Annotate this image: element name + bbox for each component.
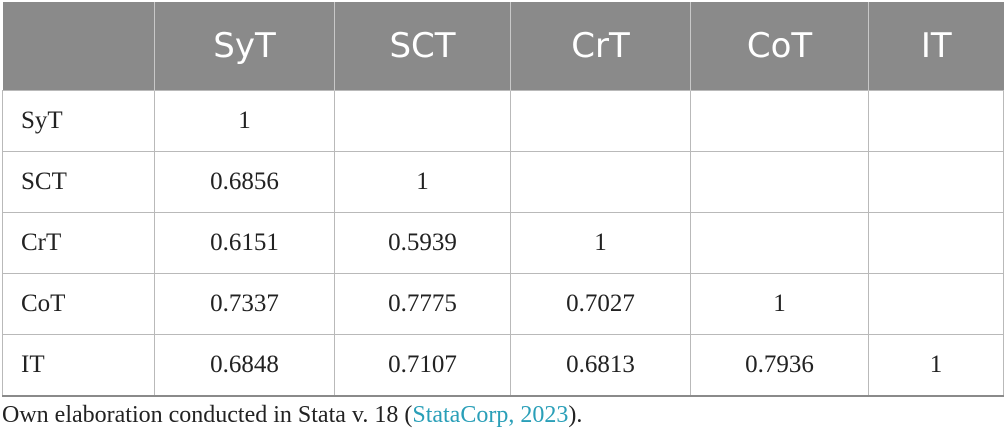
row-label: CoT xyxy=(2,273,155,335)
table-cell xyxy=(690,151,869,213)
table-footnote: Own elaboration conducted in Stata v. 18… xyxy=(2,402,582,429)
table-cell: 1 xyxy=(154,90,335,152)
footnote-suffix: ). xyxy=(568,402,583,428)
table-cell: 0.7775 xyxy=(334,273,511,335)
table-row: SyT 1 xyxy=(2,90,1004,152)
table-cell: 0.7337 xyxy=(154,273,335,335)
table-cell xyxy=(690,212,869,274)
table-cell: 0.7027 xyxy=(510,273,691,335)
table-row: CoT 0.7337 0.7775 0.7027 1 xyxy=(2,273,1004,335)
table-row: IT 0.6848 0.7107 0.6813 0.7936 1 xyxy=(2,334,1004,397)
table-cell xyxy=(510,90,691,152)
table-cell xyxy=(510,151,691,213)
table-cell: 0.5939 xyxy=(334,212,511,274)
correlation-table-container: SyT SCT CrT CoT IT SyT 1 SCT 0.6856 1 xyxy=(2,2,1004,397)
header-syt: SyT xyxy=(154,2,335,91)
table-cell xyxy=(868,273,1004,335)
table-header-row: SyT SCT CrT CoT IT xyxy=(2,2,1004,91)
table-row: CrT 0.6151 0.5939 1 xyxy=(2,212,1004,274)
table-cell: 1 xyxy=(510,212,691,274)
row-label: CrT xyxy=(2,212,155,274)
table-cell xyxy=(334,90,511,152)
table-cell: 0.6151 xyxy=(154,212,335,274)
row-label: SyT xyxy=(2,90,155,152)
header-it: IT xyxy=(868,2,1004,91)
table-cell: 0.7936 xyxy=(690,334,869,397)
header-crt: CrT xyxy=(510,2,691,91)
header-sct: SCT xyxy=(334,2,511,91)
table-cell: 1 xyxy=(334,151,511,213)
table-cell: 1 xyxy=(690,273,869,335)
table-cell: 0.6856 xyxy=(154,151,335,213)
row-label: IT xyxy=(2,334,155,397)
table-cell xyxy=(868,151,1004,213)
header-corner xyxy=(2,2,155,91)
table-row: SCT 0.6856 1 xyxy=(2,151,1004,213)
table-cell xyxy=(868,90,1004,152)
table-cell: 1 xyxy=(868,334,1004,397)
header-cot: CoT xyxy=(690,2,869,91)
row-label: SCT xyxy=(2,151,155,213)
footnote-prefix: Own elaboration conducted in Stata v. 18… xyxy=(2,402,413,428)
table-cell xyxy=(690,90,869,152)
table-cell: 0.7107 xyxy=(334,334,511,397)
table-cell xyxy=(868,212,1004,274)
table-cell: 0.6848 xyxy=(154,334,335,397)
correlation-table: SyT SCT CrT CoT IT SyT 1 SCT 0.6856 1 xyxy=(2,2,1004,397)
table-cell: 0.6813 xyxy=(510,334,691,397)
citation-link[interactable]: StataCorp, 2023 xyxy=(412,402,569,428)
